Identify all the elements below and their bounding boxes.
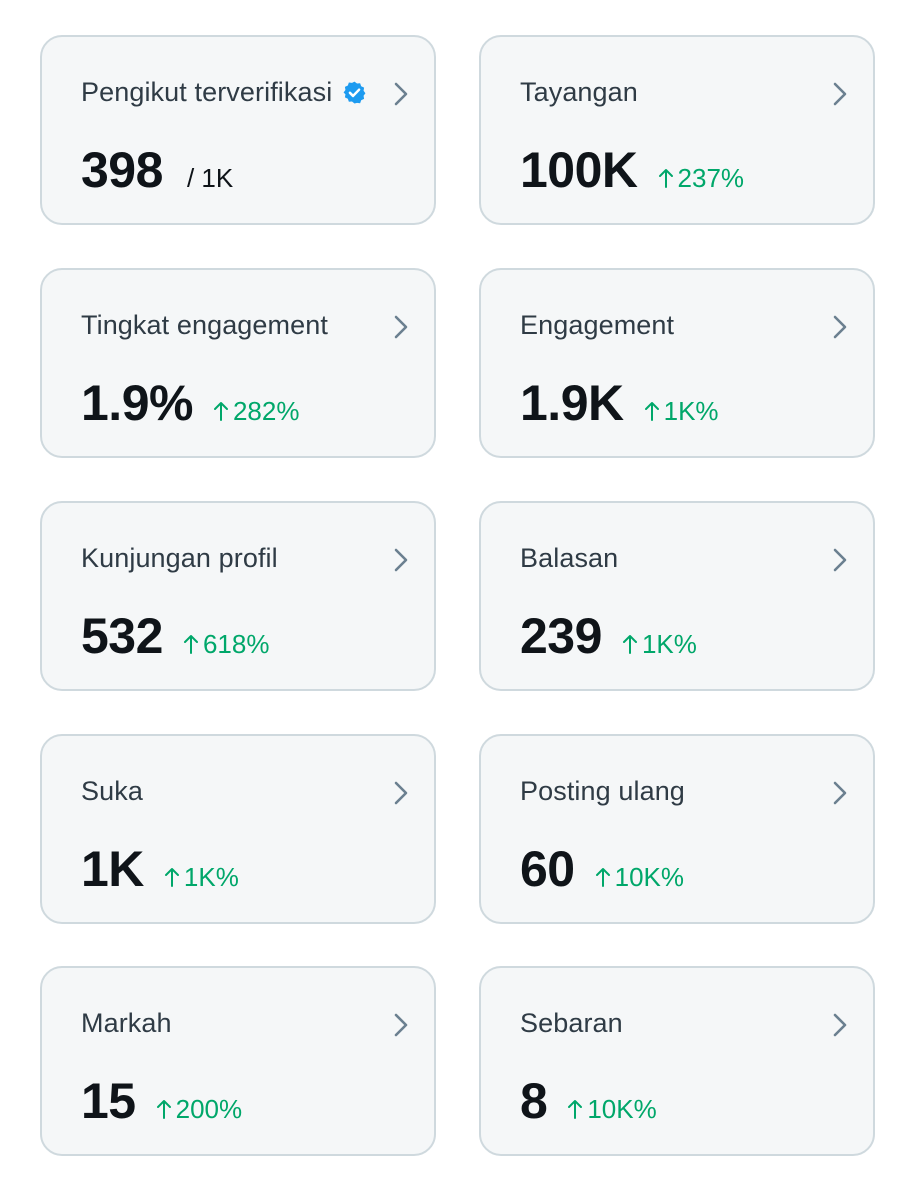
card-title: Posting ulang bbox=[520, 775, 685, 806]
arrow-up-icon bbox=[156, 1100, 171, 1119]
card-title-row: Engagement bbox=[520, 308, 674, 342]
card-value-row: 8 10K% bbox=[520, 1072, 657, 1136]
metric-card-verified-followers[interactable]: Pengikut terverifikasi 398 / 1K bbox=[40, 35, 436, 225]
metric-value: 100K bbox=[520, 142, 638, 198]
verified-badge-icon bbox=[343, 81, 366, 103]
card-title-row: Tingkat engagement bbox=[81, 308, 328, 342]
metric-value: 398 bbox=[81, 142, 163, 198]
card-value-row: 15 200% bbox=[81, 1072, 242, 1136]
metric-value: 60 bbox=[520, 841, 575, 897]
arrow-up-icon bbox=[622, 635, 637, 654]
metric-card-reposts[interactable]: Posting ulang 60 10K% bbox=[479, 734, 875, 924]
metric-value: 1.9% bbox=[81, 375, 193, 431]
card-title-row: Tayangan bbox=[520, 75, 638, 109]
arrow-up-icon bbox=[658, 169, 673, 188]
chevron-right-icon[interactable] bbox=[829, 545, 851, 575]
metric-change-value: 1K% bbox=[663, 396, 719, 426]
card-title-row: Pengikut terverifikasi bbox=[81, 75, 367, 109]
chevron-right-icon[interactable] bbox=[390, 312, 412, 342]
metric-change-value: 10K% bbox=[614, 862, 685, 892]
metric-card-shares[interactable]: Sebaran 8 10K% bbox=[479, 966, 875, 1156]
card-value-row: 398 / 1K bbox=[81, 141, 233, 205]
card-title-row: Sebaran bbox=[520, 1006, 623, 1040]
metric-card-replies[interactable]: Balasan 239 1K% bbox=[479, 501, 875, 691]
arrow-up-icon bbox=[644, 402, 659, 421]
card-title: Tayangan bbox=[520, 76, 638, 107]
metric-change-value: 618% bbox=[202, 629, 270, 659]
metric-change: 200% bbox=[156, 1094, 243, 1125]
metric-change: 1K% bbox=[644, 396, 719, 427]
metric-value: 532 bbox=[81, 608, 163, 664]
chevron-right-icon[interactable] bbox=[390, 545, 412, 575]
metric-value: 1.9K bbox=[520, 375, 624, 431]
card-title-row: Suka bbox=[81, 774, 143, 808]
metric-change: 618% bbox=[183, 629, 270, 660]
metric-change: 10K% bbox=[567, 1094, 657, 1125]
card-value-row: 1.9% 282% bbox=[81, 374, 299, 438]
metric-value: 15 bbox=[81, 1073, 136, 1129]
metric-change: 1K% bbox=[622, 629, 697, 660]
card-title: Engagement bbox=[520, 309, 675, 340]
chevron-right-icon[interactable] bbox=[829, 778, 851, 808]
card-title-row: Markah bbox=[81, 1006, 172, 1040]
card-title: Balasan bbox=[520, 542, 619, 573]
card-value-row: 60 10K% bbox=[520, 840, 684, 904]
card-title-row: Balasan bbox=[520, 541, 618, 575]
metric-change-value: 237% bbox=[677, 163, 745, 193]
chevron-right-icon[interactable] bbox=[829, 1010, 851, 1040]
card-title: Markah bbox=[81, 1007, 172, 1038]
card-value-row: 100K 237% bbox=[520, 141, 744, 205]
chevron-right-icon[interactable] bbox=[390, 1010, 412, 1040]
arrow-up-icon bbox=[213, 402, 228, 421]
card-value-row: 1.9K 1K% bbox=[520, 374, 719, 438]
metric-change-value: 200% bbox=[175, 1094, 243, 1124]
card-title: Pengikut terverifikasi bbox=[81, 76, 333, 107]
card-title: Tingkat engagement bbox=[81, 309, 328, 340]
metric-value: 239 bbox=[520, 608, 602, 664]
chevron-right-icon[interactable] bbox=[390, 79, 412, 109]
arrow-up-icon bbox=[568, 1100, 583, 1119]
card-title: Sebaran bbox=[520, 1007, 623, 1038]
chevron-right-icon[interactable] bbox=[829, 79, 851, 109]
card-value-row: 1K 1K% bbox=[81, 840, 239, 904]
metric-change-value: 1K% bbox=[641, 629, 697, 659]
metric-change: 282% bbox=[213, 396, 300, 427]
metric-card-impressions[interactable]: Tayangan 100K 237% bbox=[479, 35, 875, 225]
metric-change: 1K% bbox=[164, 862, 239, 893]
card-title-row: Posting ulang bbox=[520, 774, 685, 808]
chevron-right-icon[interactable] bbox=[390, 778, 412, 808]
metric-change-value: 10K% bbox=[587, 1094, 657, 1124]
metric-card-bookmarks[interactable]: Markah 15 200% bbox=[40, 966, 436, 1156]
metric-change: 237% bbox=[658, 163, 745, 194]
metric-card-likes[interactable]: Suka 1K 1K% bbox=[40, 734, 436, 924]
card-title: Kunjungan profil bbox=[81, 542, 278, 573]
card-title: Suka bbox=[81, 775, 143, 806]
metric-target: / 1K bbox=[186, 163, 234, 193]
card-value-row: 532 618% bbox=[81, 607, 269, 671]
arrow-up-icon bbox=[183, 635, 198, 654]
metric-change: 10K% bbox=[595, 862, 684, 893]
metric-card-engagement-rate[interactable]: Tingkat engagement 1.9% 282% bbox=[40, 268, 436, 458]
metric-change-value: 282% bbox=[232, 396, 300, 426]
chevron-right-icon[interactable] bbox=[829, 312, 851, 342]
arrow-up-icon bbox=[595, 868, 610, 887]
metric-card-profile-visits[interactable]: Kunjungan profil 532 618% bbox=[40, 501, 436, 691]
metric-value: 8 bbox=[520, 1073, 548, 1129]
metric-value: 1K bbox=[81, 841, 144, 897]
arrow-up-icon bbox=[164, 868, 179, 887]
card-value-row: 239 1K% bbox=[520, 607, 697, 671]
metric-card-engagements[interactable]: Engagement 1.9K 1K% bbox=[479, 268, 875, 458]
metric-change-value: 1K% bbox=[183, 862, 239, 892]
card-title-row: Kunjungan profil bbox=[81, 541, 278, 575]
